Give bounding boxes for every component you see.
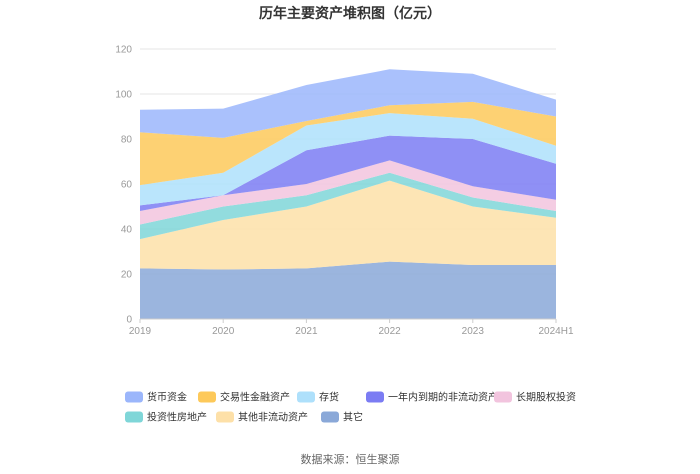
legend-swatch[interactable] bbox=[494, 391, 512, 403]
legend-label[interactable]: 存货 bbox=[319, 391, 339, 404]
area-1 bbox=[140, 180, 556, 270]
legend-swatch[interactable] bbox=[216, 411, 234, 423]
x-tick-label: 2024H1 bbox=[538, 326, 573, 337]
legend-label[interactable]: 一年内到期的非流动资产 bbox=[388, 391, 498, 404]
legend-swatch[interactable] bbox=[297, 391, 315, 403]
legend-label[interactable]: 长期股权投资 bbox=[516, 391, 576, 404]
area-4 bbox=[140, 135, 556, 211]
x-tick-label: 2022 bbox=[378, 326, 401, 337]
legend-swatch[interactable] bbox=[198, 391, 216, 403]
y-tick-label: 80 bbox=[121, 135, 133, 146]
legend-label[interactable]: 货币资金 bbox=[147, 391, 187, 404]
x-tick-label: 2023 bbox=[462, 326, 485, 337]
area-6 bbox=[140, 101, 556, 186]
legend-swatch[interactable] bbox=[125, 411, 143, 423]
legend-label[interactable]: 投资性房地产 bbox=[147, 411, 207, 424]
source-note: 数据来源：恒生聚源 bbox=[301, 452, 400, 466]
x-tick-label: 2020 bbox=[212, 326, 235, 337]
area-7 bbox=[140, 69, 556, 138]
x-tick-label: 2019 bbox=[129, 326, 152, 337]
legend-swatch[interactable] bbox=[125, 391, 143, 403]
y-tick-label: 60 bbox=[121, 180, 133, 191]
area-0 bbox=[140, 261, 556, 319]
chart-title: 历年主要资产堆积图（亿元） bbox=[259, 5, 441, 21]
x-tick-label: 2021 bbox=[295, 326, 318, 337]
y-tick-label: 100 bbox=[115, 90, 132, 101]
x-axis: 2019 2020 2021 2022 2023 2024H1 bbox=[129, 318, 574, 337]
area-2 bbox=[140, 172, 556, 240]
y-tick-label: 20 bbox=[121, 270, 133, 281]
legend-swatch[interactable] bbox=[366, 391, 384, 403]
y-tick-label: 40 bbox=[121, 225, 133, 236]
legend-label[interactable]: 其它 bbox=[343, 411, 363, 424]
legend-label[interactable]: 交易性金融资产 bbox=[220, 391, 290, 404]
area-3 bbox=[140, 160, 556, 225]
area-layers bbox=[140, 69, 556, 319]
y-tick-label: 0 bbox=[126, 315, 132, 326]
y-axis: 0 20 40 60 80 100 120 bbox=[115, 45, 132, 326]
area-5 bbox=[140, 113, 556, 206]
legend-label[interactable]: 其他非流动资产 bbox=[238, 411, 308, 424]
y-tick-label: 120 bbox=[115, 45, 132, 56]
legend-swatch[interactable] bbox=[321, 411, 339, 423]
